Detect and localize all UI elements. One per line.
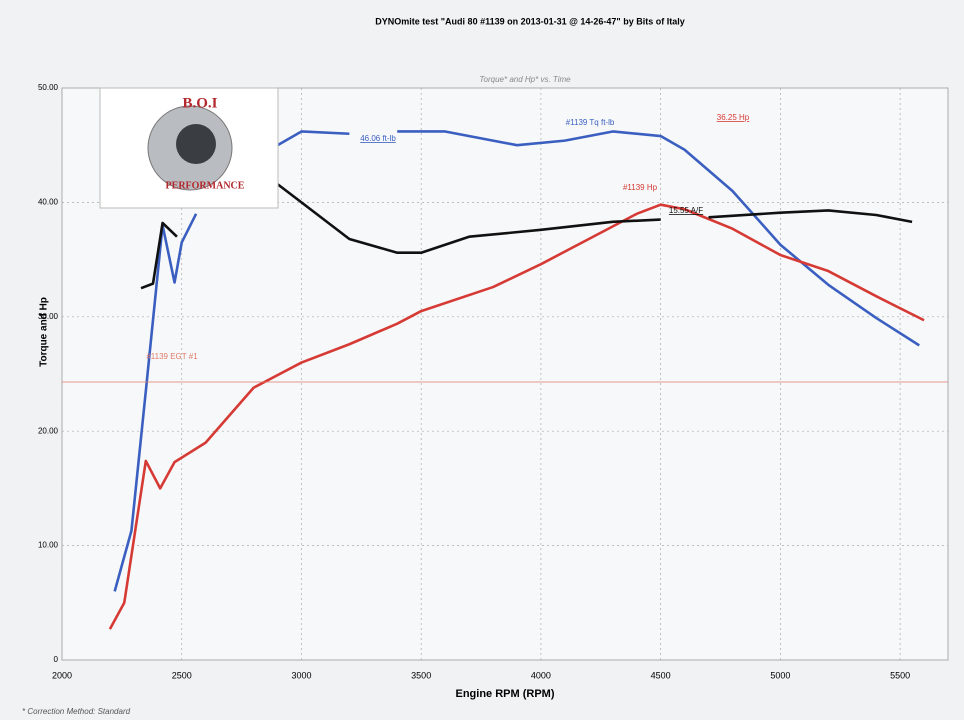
chart-title: DYNOmite test "Audi 80 #1139 on 2013-01-… [375, 16, 684, 26]
logo-text: PERFORMANCE [166, 180, 245, 191]
annotation: 15.55 A/F [669, 206, 703, 215]
y-tick-label: 20.00 [38, 426, 59, 435]
y-tick-label: 0 [54, 655, 59, 664]
annotation: 46.06 ft-lb [360, 134, 396, 143]
y-tick-label: 40.00 [38, 198, 59, 207]
x-tick-label: 2000 [52, 670, 72, 680]
x-tick-label: 4500 [651, 670, 671, 680]
x-tick-label: 2500 [172, 670, 192, 680]
series-line [108, 203, 925, 630]
footnote: * Correction Method: Standard [22, 707, 131, 716]
series-label: #1139 Tq ft-lb [566, 118, 615, 127]
x-axis-label: Engine RPM (RPM) [456, 688, 555, 700]
chart-subtitle: Torque* and Hp* vs. Time [479, 75, 571, 84]
x-tick-label: 3000 [291, 670, 311, 680]
y-axis-label: Torque and Hp [39, 297, 50, 367]
y-tick-label: 50.00 [38, 83, 59, 92]
series-label: #1139 EGT #1 [146, 352, 198, 361]
x-tick-label: 5000 [770, 670, 790, 680]
y-tick-label: 10.00 [38, 541, 59, 550]
annotation: 36.25 Hp [717, 113, 750, 122]
logo-text: B.O.I [182, 95, 217, 111]
y-tick-label: 30.00 [38, 312, 59, 321]
x-tick-label: 5500 [890, 670, 910, 680]
logo-turbo-inner [176, 124, 216, 164]
series-label: #1139 Hp [623, 183, 658, 192]
x-tick-label: 4000 [531, 670, 551, 680]
x-tick-label: 3500 [411, 670, 431, 680]
series-line [140, 183, 913, 290]
